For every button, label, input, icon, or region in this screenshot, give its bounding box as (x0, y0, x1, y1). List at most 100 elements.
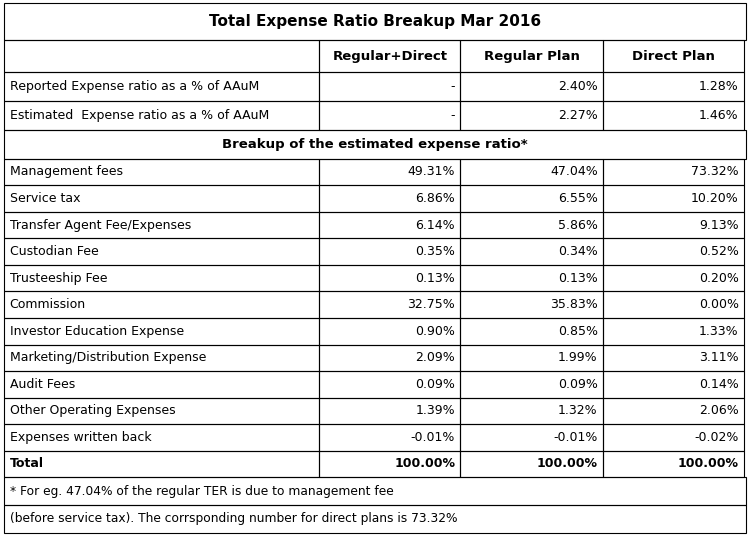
Bar (4, 212, 320, 238)
Bar (603, 40, 744, 72)
Text: Reported Expense ratio as a % of AAuM: Reported Expense ratio as a % of AAuM (10, 80, 259, 93)
Bar (320, 159, 460, 185)
Text: 2.27%: 2.27% (558, 109, 598, 122)
Bar (320, 185, 460, 212)
Text: -: - (451, 80, 455, 93)
Text: 0.20%: 0.20% (699, 272, 739, 285)
Bar (4, 130, 746, 159)
Bar (603, 72, 744, 101)
Bar (320, 72, 460, 101)
Text: 1.32%: 1.32% (558, 404, 598, 418)
Bar (4, 505, 746, 533)
Text: 1.39%: 1.39% (416, 404, 455, 418)
Bar (4, 318, 320, 345)
Bar (320, 159, 460, 185)
Text: -0.01%: -0.01% (554, 431, 598, 444)
Bar (603, 398, 744, 424)
Bar (320, 345, 460, 371)
Bar (4, 318, 320, 345)
Text: 3.11%: 3.11% (699, 351, 739, 364)
Bar (460, 72, 603, 101)
Text: 1.46%: 1.46% (699, 109, 739, 122)
Text: Management fees: Management fees (10, 165, 123, 179)
Bar (320, 451, 460, 477)
Bar (603, 451, 744, 477)
Text: 100.00%: 100.00% (678, 457, 739, 471)
Bar (460, 318, 603, 345)
Bar (320, 212, 460, 238)
Text: Other Operating Expenses: Other Operating Expenses (10, 404, 176, 418)
Text: Transfer Agent Fee/Expenses: Transfer Agent Fee/Expenses (10, 218, 191, 232)
Bar (320, 101, 460, 130)
Bar (4, 185, 320, 212)
Text: 0.35%: 0.35% (416, 245, 455, 258)
Text: 47.04%: 47.04% (550, 165, 598, 179)
Bar (320, 265, 460, 291)
Bar (603, 159, 744, 185)
Bar (603, 101, 744, 130)
Bar (4, 505, 746, 533)
Text: Custodian Fee: Custodian Fee (10, 245, 98, 258)
Text: Total Expense Ratio Breakup Mar 2016: Total Expense Ratio Breakup Mar 2016 (209, 14, 541, 29)
Bar (460, 185, 603, 212)
Text: 100.00%: 100.00% (537, 457, 598, 471)
Bar (320, 238, 460, 265)
Bar (4, 185, 320, 212)
Bar (460, 398, 603, 424)
Text: Regular+Direct: Regular+Direct (332, 50, 447, 63)
Bar (460, 265, 603, 291)
Bar (603, 291, 744, 318)
Bar (460, 101, 603, 130)
Bar (603, 238, 744, 265)
Bar (603, 185, 744, 212)
Bar (4, 159, 320, 185)
Bar (603, 159, 744, 185)
Bar (320, 101, 460, 130)
Bar (603, 398, 744, 424)
Text: 0.34%: 0.34% (558, 245, 598, 258)
Text: Service tax: Service tax (10, 192, 80, 205)
Bar (460, 40, 603, 72)
Text: Regular Plan: Regular Plan (484, 50, 580, 63)
Bar (4, 291, 320, 318)
Bar (603, 424, 744, 451)
Bar (4, 345, 320, 371)
Bar (4, 212, 320, 238)
Text: 2.40%: 2.40% (558, 80, 598, 93)
Text: Trusteeship Fee: Trusteeship Fee (10, 272, 107, 285)
Bar (460, 424, 603, 451)
Text: 6.14%: 6.14% (416, 218, 455, 232)
Bar (603, 212, 744, 238)
Bar (4, 40, 320, 72)
Bar (603, 40, 744, 72)
Text: -0.02%: -0.02% (694, 431, 739, 444)
Text: Breakup of the estimated expense ratio*: Breakup of the estimated expense ratio* (222, 138, 528, 151)
Text: 0.14%: 0.14% (699, 378, 739, 391)
Bar (4, 101, 320, 130)
Bar (4, 424, 320, 451)
Bar (603, 345, 744, 371)
Bar (603, 345, 744, 371)
Bar (320, 40, 460, 72)
Bar (460, 265, 603, 291)
Bar (4, 291, 320, 318)
Bar (603, 185, 744, 212)
Bar (320, 72, 460, 101)
Text: 10.20%: 10.20% (691, 192, 739, 205)
Text: -0.01%: -0.01% (411, 431, 455, 444)
Text: Audit Fees: Audit Fees (10, 378, 75, 391)
Text: 6.55%: 6.55% (558, 192, 598, 205)
Bar (320, 265, 460, 291)
Bar (4, 345, 320, 371)
Bar (4, 130, 746, 159)
Bar (320, 424, 460, 451)
Bar (460, 72, 603, 101)
Text: 2.06%: 2.06% (699, 404, 739, 418)
Text: Investor Education Expense: Investor Education Expense (10, 325, 184, 338)
Bar (4, 159, 320, 185)
Text: 49.31%: 49.31% (408, 165, 455, 179)
Bar (460, 291, 603, 318)
Bar (4, 265, 320, 291)
Bar (603, 424, 744, 451)
Text: 0.13%: 0.13% (416, 272, 455, 285)
